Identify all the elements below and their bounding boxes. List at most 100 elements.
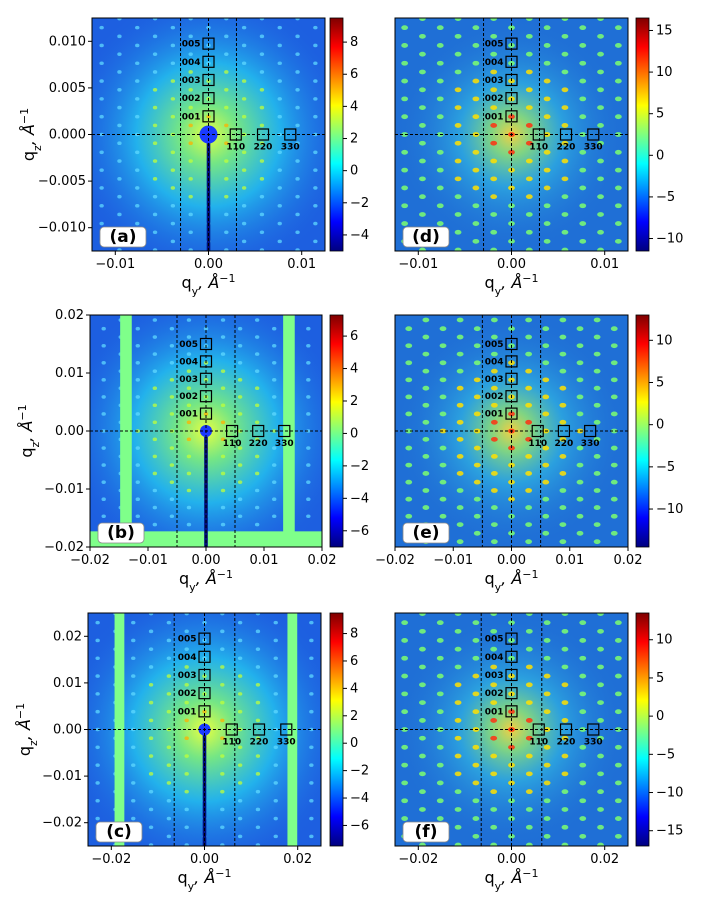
x-tick-label: 0.00 <box>192 553 221 568</box>
diffraction-spot <box>419 842 426 846</box>
diffraction-spot <box>135 395 140 399</box>
diffraction-spot <box>419 700 426 706</box>
heatmap-image <box>395 18 628 251</box>
diffraction-spot <box>277 168 282 172</box>
diffraction-spot <box>543 25 551 31</box>
diffraction-spot <box>220 369 226 373</box>
diffraction-spot <box>241 150 247 155</box>
diffraction-spot <box>436 43 444 48</box>
peak-label-220: 220 <box>250 738 269 748</box>
diffraction-spot <box>422 334 430 340</box>
diffraction-spot <box>579 798 587 804</box>
diffraction-spot <box>220 488 226 493</box>
diffraction-spot <box>576 343 584 349</box>
peak-box-004 <box>198 650 211 663</box>
diffraction-spot <box>436 96 444 102</box>
diffraction-spot <box>184 754 189 758</box>
diffraction-spot <box>255 665 261 669</box>
diffraction-spot <box>508 744 515 750</box>
diffraction-spot <box>419 628 426 634</box>
diffraction-spot <box>490 317 498 323</box>
heatmap-image <box>88 613 321 846</box>
diffraction-spot <box>597 69 604 75</box>
diffraction-spot <box>184 700 189 705</box>
diffraction-spot <box>525 522 533 528</box>
diffraction-spot <box>454 123 462 128</box>
diffraction-spot <box>559 539 567 545</box>
diffraction-spot <box>313 203 318 208</box>
diffraction-spot <box>131 816 136 821</box>
x-tick-label: −0.02 <box>91 852 131 867</box>
diffraction-spot <box>454 789 462 795</box>
diffraction-spot <box>593 368 601 374</box>
diffraction-spot <box>472 221 480 226</box>
diffraction-spot <box>135 186 140 190</box>
diffraction-spot <box>224 212 229 217</box>
diffraction-spot <box>593 539 601 545</box>
diffraction-spot <box>472 762 480 768</box>
diffraction-spot <box>188 18 193 21</box>
diffraction-spot <box>313 97 318 101</box>
diffraction-spot <box>272 497 277 502</box>
diffraction-spot <box>188 194 193 199</box>
diffraction-spot <box>224 70 229 74</box>
diffraction-spot <box>490 419 498 425</box>
colorbar-tick-label: 2 <box>350 132 358 147</box>
diffraction-spot <box>241 114 247 119</box>
diffraction-spot <box>186 403 192 408</box>
diffraction-spot <box>490 247 498 251</box>
diffraction-spot <box>508 185 515 191</box>
y-tick-label: 0.000 <box>49 128 86 143</box>
diffraction-spot <box>436 185 444 191</box>
diffraction-spot <box>313 186 318 190</box>
diffraction-spot <box>454 140 462 146</box>
colorbar-tick-label: −10 <box>656 786 683 801</box>
peak-label-110: 110 <box>223 439 242 449</box>
diffraction-spot <box>597 212 604 217</box>
peak-label-220: 220 <box>555 439 574 449</box>
diffraction-spot <box>422 436 430 442</box>
colorbar-tick-label: −6 <box>350 524 369 539</box>
diffraction-spot <box>436 762 444 768</box>
diffraction-spot <box>255 754 261 758</box>
panel-b: 001 002 003 004 005 110 220 330 (b) −0.02 −0.01 0.0… <box>16 308 370 594</box>
diffraction-spot <box>241 203 247 208</box>
diffraction-spot <box>508 149 515 155</box>
diffraction-spot <box>254 403 260 408</box>
diffraction-spot <box>170 203 176 208</box>
diffraction-spot <box>490 771 498 777</box>
diffraction-spot <box>99 203 104 208</box>
diffraction-spot <box>99 186 104 190</box>
diffraction-spot <box>184 825 189 830</box>
diffraction-spot <box>543 149 551 155</box>
colorbar-tick-label: 15 <box>656 23 673 38</box>
peak-label-001: 001 <box>485 410 504 420</box>
diffraction-spot <box>186 471 192 476</box>
diffraction-spot <box>508 673 515 679</box>
diffraction-spot <box>419 718 426 723</box>
y-tick-label: −0.01 <box>42 769 82 784</box>
x-tick-label: −0.01 <box>128 553 168 568</box>
diffraction-spot <box>593 385 601 391</box>
diffraction-spot <box>152 52 158 56</box>
diffraction-spot <box>117 87 122 92</box>
diffraction-spot <box>148 647 154 651</box>
diffraction-spot <box>259 123 265 128</box>
diffraction-spot <box>170 239 176 244</box>
peak-label-110: 110 <box>226 143 245 153</box>
diffraction-spot <box>95 674 100 678</box>
diffraction-spot <box>508 530 515 536</box>
peak-box-330 <box>587 723 600 736</box>
diffraction-spot <box>456 368 464 374</box>
y-tick-label: 0.01 <box>55 366 84 381</box>
diffraction-spot <box>273 816 278 821</box>
diffraction-spot <box>186 420 192 425</box>
diffraction-spot <box>576 479 584 485</box>
diffraction-spot <box>277 79 282 83</box>
diffraction-spot <box>472 709 480 715</box>
peak-box-110 <box>532 128 545 141</box>
peak-box-002 <box>199 390 213 403</box>
diffraction-spot <box>166 763 172 767</box>
diffraction-spot <box>117 248 122 251</box>
x-tick-label: 0.00 <box>190 852 219 867</box>
